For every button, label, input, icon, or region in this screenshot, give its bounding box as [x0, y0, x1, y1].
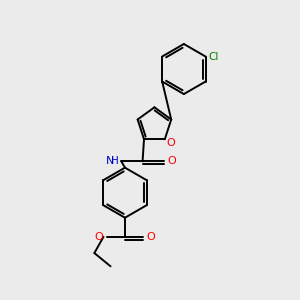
Text: O: O: [94, 232, 103, 242]
Text: N: N: [106, 156, 114, 166]
Text: O: O: [167, 156, 176, 166]
Text: Cl: Cl: [208, 52, 219, 61]
Text: H: H: [111, 156, 119, 166]
Text: O: O: [146, 232, 155, 242]
Text: O: O: [166, 138, 175, 148]
